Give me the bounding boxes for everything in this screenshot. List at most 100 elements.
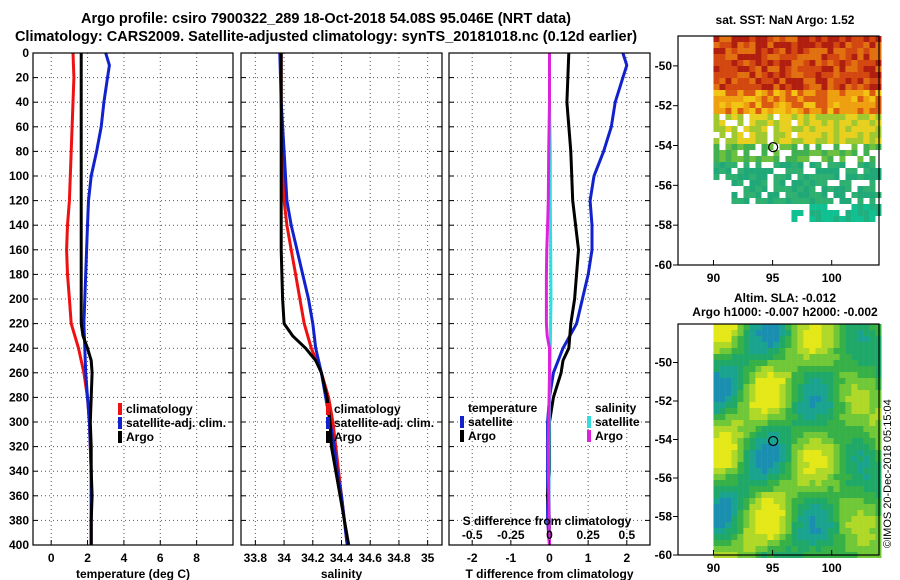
heatmap-cell xyxy=(839,180,846,186)
heatmap-cell xyxy=(767,474,774,480)
heatmap-cell xyxy=(869,462,876,468)
heatmap-cell xyxy=(809,138,816,144)
heatmap-cell xyxy=(797,492,804,498)
heatmap-cell xyxy=(803,186,810,192)
heatmap-cell xyxy=(761,324,768,330)
heatmap-cell xyxy=(869,366,876,372)
heatmap-cell xyxy=(833,540,840,546)
heatmap-cell xyxy=(749,96,756,102)
heatmap-cell xyxy=(785,396,792,402)
heatmap-cell xyxy=(779,90,786,96)
heatmap-cell xyxy=(851,354,858,360)
heatmap-cell xyxy=(731,192,738,198)
heatmap-cell xyxy=(767,522,774,528)
heatmap-cell xyxy=(815,432,822,438)
heatmap-cell xyxy=(833,414,840,420)
heatmap-cell xyxy=(869,324,876,330)
heatmap-cell xyxy=(713,342,720,348)
heatmap-cell xyxy=(809,450,816,456)
heatmap-cell xyxy=(863,36,870,42)
heatmap-cell xyxy=(731,402,738,408)
heatmap-cell xyxy=(767,384,774,390)
heatmap-cell xyxy=(845,336,852,342)
heatmap-cell xyxy=(719,78,726,84)
heatmap-cell xyxy=(797,534,804,540)
heatmap-cell xyxy=(857,60,864,66)
heatmap-cell xyxy=(785,468,792,474)
heatmap-cell xyxy=(851,60,858,66)
x-tick-label: 2 xyxy=(84,551,91,565)
heatmap-cell xyxy=(749,348,756,354)
heatmap-cell xyxy=(785,90,792,96)
heatmap-cell xyxy=(725,546,732,552)
heatmap-cell xyxy=(827,216,834,222)
heatmap-cell xyxy=(797,462,804,468)
heatmap-cell xyxy=(719,132,726,138)
map-x-tick-label: 90 xyxy=(707,561,721,575)
heatmap-cell xyxy=(815,204,822,210)
heatmap-cell xyxy=(845,330,852,336)
map-y-tick-label: -52 xyxy=(655,99,673,113)
y-tick-label: 380 xyxy=(9,513,29,527)
heatmap-cell xyxy=(713,168,720,174)
heatmap-cell xyxy=(779,348,786,354)
heatmap-cell xyxy=(845,456,852,462)
heatmap-cell xyxy=(773,516,780,522)
heatmap-cell xyxy=(767,498,774,504)
heatmap-cell xyxy=(827,54,834,60)
heatmap-cell xyxy=(773,96,780,102)
heatmap-cell xyxy=(863,546,870,552)
heatmap-cell xyxy=(779,138,786,144)
heatmap-cell xyxy=(833,348,840,354)
heatmap-cell xyxy=(869,510,876,516)
heatmap-cell xyxy=(779,198,786,204)
heatmap-cell xyxy=(857,204,864,210)
heatmap-cell xyxy=(845,438,852,444)
heatmap-cell xyxy=(743,354,750,360)
heatmap-cell xyxy=(767,120,774,126)
heatmap-cell xyxy=(761,528,768,534)
heatmap-cell xyxy=(797,348,804,354)
heatmap-cell xyxy=(815,330,822,336)
heatmap-cell xyxy=(725,138,732,144)
series-line-climatology xyxy=(65,52,93,545)
heatmap-cell xyxy=(863,510,870,516)
heatmap-cell xyxy=(833,516,840,522)
heatmap-cell xyxy=(749,138,756,144)
heatmap-cell xyxy=(731,492,738,498)
heatmap-cell xyxy=(719,372,726,378)
heatmap-cell xyxy=(773,102,780,108)
heatmap-cell xyxy=(791,114,798,120)
heatmap-cell xyxy=(809,486,816,492)
heatmap-cell xyxy=(833,450,840,456)
heatmap-cell xyxy=(857,48,864,54)
heatmap-cell xyxy=(857,378,864,384)
heatmap-cell xyxy=(869,174,876,180)
heatmap-cell xyxy=(797,528,804,534)
heatmap-cell xyxy=(743,480,750,486)
heatmap-cell xyxy=(725,366,732,372)
heatmap-cell xyxy=(857,462,864,468)
heatmap-cell xyxy=(869,96,876,102)
heatmap-cell xyxy=(743,36,750,42)
heatmap-cell xyxy=(731,528,738,534)
heatmap-cell xyxy=(779,60,786,66)
heatmap-cell xyxy=(839,336,846,342)
heatmap-cell xyxy=(839,78,846,84)
y-tick-label: 220 xyxy=(9,317,29,331)
heatmap-cell xyxy=(725,492,732,498)
heatmap-cell xyxy=(803,408,810,414)
heatmap-cell xyxy=(719,474,726,480)
heatmap-cell xyxy=(845,90,852,96)
heatmap-cell xyxy=(743,108,750,114)
heatmap-cell xyxy=(773,492,780,498)
heatmap-cell xyxy=(713,546,720,552)
heatmap-cell xyxy=(821,354,828,360)
heatmap-cell xyxy=(827,162,834,168)
heatmap-cell xyxy=(761,516,768,522)
heatmap-cell xyxy=(809,528,816,534)
heatmap-cell xyxy=(713,492,720,498)
heatmap-cell xyxy=(731,198,738,204)
heatmap-cell xyxy=(863,504,870,510)
heatmap-cell xyxy=(755,156,762,162)
